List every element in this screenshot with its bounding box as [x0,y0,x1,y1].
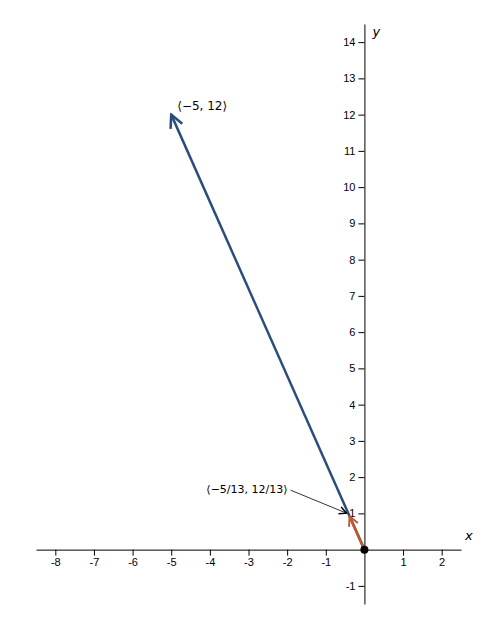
y-tick: 4 [349,399,364,411]
x-tick-label: -1 [321,556,331,568]
x-tick-label: -3 [244,556,254,568]
x-tick-mark [403,550,404,556]
x-tick-mark [133,550,134,556]
annotation-text: ⟨−5, 12⟩ [177,99,227,113]
y-tick: 10 [343,181,364,193]
y-tick: 8 [349,254,364,266]
y-tick: 11 [344,145,364,157]
x-tick-label: -2 [283,556,293,568]
x-tick-mark [210,550,211,556]
x-tick-mark [442,550,443,556]
y-tick-label: 6 [349,326,355,338]
y-tick: 5 [349,362,364,374]
y-tick-mark [358,187,364,188]
x-tick: -7 [90,550,100,569]
annotations: ⟨−5, 12⟩ ⟨−5/13, 12/13⟩ [176,98,346,513]
x-tick-label: 1 [400,556,406,568]
y-tick-mark [358,260,364,261]
y-tick-mark [358,477,364,478]
x-tick-mark [249,550,250,556]
y-tick: 12 [343,109,364,121]
y-tick-label: 5 [349,362,355,374]
y-tick-label: 12 [343,109,355,121]
y-tick-label: 3 [349,435,355,447]
x-tick: -1 [321,550,331,569]
y-tick: 14 [343,36,364,48]
vector [171,115,364,550]
plot-area [171,115,368,554]
x-tick-mark [171,550,172,556]
y-axis-line [364,25,365,605]
y-tick-label: -1 [346,580,356,592]
x-tick-label: -8 [51,556,61,568]
x-axis-label: x [464,528,473,543]
y-tick-mark [358,368,364,369]
y-tick-mark [358,151,364,152]
annotation: ⟨−5, 12⟩ [176,98,228,114]
y-axis: -11234567891011121314 [343,25,365,605]
y-tick-mark [358,586,364,587]
x-axis: -8 -7 -6 -5 -4 -3 -2 -1 1 2 [37,550,462,569]
y-tick-label: 10 [343,181,355,193]
y-tick-label: 4 [349,399,355,411]
y-tick: -1 [346,580,365,592]
y-tick-label: 13 [343,72,355,84]
y-tick-label: 7 [349,290,355,302]
chart: -8-7-6-5-4-3-2-112-11234567891011121314x… [0,0,487,628]
annotation-background [176,98,228,114]
y-tick-label: 14 [343,36,355,48]
x-tick: 2 [439,550,445,569]
y-tick-mark [358,405,364,406]
y-axis-label: y [371,24,380,39]
y-tick: 2 [349,471,364,483]
x-tick: 1 [400,550,406,569]
y-tick: 9 [349,217,364,229]
y-tick: 6 [349,326,364,338]
y-tick-mark [358,223,364,224]
x-tick: -4 [205,550,215,569]
y-tick-label: 2 [349,471,355,483]
y-tick: 3 [349,435,364,447]
y-tick-mark [358,115,364,116]
y-tick-mark [358,513,364,514]
y-tick-mark [358,296,364,297]
x-tick: -6 [128,550,138,569]
x-tick-label: -5 [167,556,177,568]
x-tick-mark [94,550,95,556]
point [360,546,368,554]
y-tick-mark [358,42,364,43]
x-tick-mark [326,550,327,556]
x-tick-label: -7 [90,556,100,568]
y-tick-mark [358,332,364,333]
x-tick: -2 [283,550,293,569]
annotation-text: ⟨−5/13, 12/13⟩ [206,483,287,496]
y-tick: 7 [349,290,364,302]
x-tick: -8 [51,550,61,569]
y-tick: 1 [349,507,364,519]
y-tick: 13 [343,72,364,84]
y-tick-mark [358,441,364,442]
y-tick-label: 11 [344,145,355,157]
x-tick: -3 [244,550,254,569]
annotation-background [205,482,288,497]
x-tick-label: -4 [205,556,215,568]
y-tick-mark [358,78,364,79]
x-tick-mark [55,550,56,556]
x-tick: -5 [167,550,177,569]
annotation: ⟨−5/13, 12/13⟩ [205,482,346,513]
vector [350,516,365,549]
annotation-arrow [291,490,347,513]
x-tick-label: 2 [439,556,445,568]
x-tick-mark [287,550,288,556]
y-tick-label: 8 [349,254,355,266]
x-tick-label: -6 [128,556,138,568]
y-tick-label: 9 [349,217,355,229]
